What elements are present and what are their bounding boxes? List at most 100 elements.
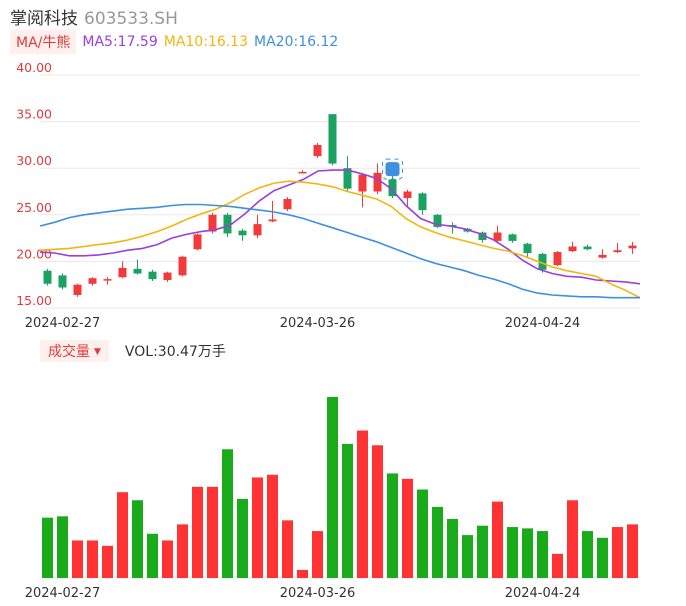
volume-bar [117, 492, 128, 578]
candle-body [133, 268, 142, 274]
y-tick-label: 15.00 [16, 293, 52, 308]
volume-bar [462, 535, 473, 578]
volume-bar [477, 525, 488, 578]
candle-body [253, 224, 262, 236]
candle [433, 213, 442, 228]
candle [583, 244, 592, 251]
candle-body [313, 144, 322, 157]
candle [493, 225, 502, 243]
candle-body [103, 279, 112, 281]
candle-body [553, 252, 562, 266]
marker-outline [382, 158, 403, 180]
volume-bar [207, 486, 218, 578]
candle [328, 114, 337, 166]
volume-bar [567, 500, 578, 578]
volume-tag-label: 成交量 [48, 344, 90, 360]
volume-bar [447, 519, 458, 578]
candle-body [373, 172, 382, 192]
candle-body [613, 250, 622, 253]
stock-title: 掌阅科技 603533.SH [10, 4, 178, 29]
candle-body [388, 179, 397, 197]
event-marker-icon [382, 158, 403, 180]
dropdown-arrow-icon: ▼ [94, 347, 101, 357]
candle-body [508, 234, 517, 241]
candle-body [328, 114, 337, 164]
y-tick-label: 40.00 [16, 60, 52, 75]
volume-bar [432, 506, 443, 578]
candle-body [538, 253, 547, 270]
volume-bar [612, 527, 623, 578]
candle [103, 277, 112, 285]
volume-bar [162, 540, 173, 578]
volume-bar [357, 430, 368, 578]
candle-body [88, 278, 97, 284]
x-tick-label: 2024-03-26 [280, 316, 356, 331]
volume-bar [597, 537, 608, 578]
candle-body [208, 214, 217, 232]
ma5-line [39, 169, 641, 285]
candle-body [283, 198, 292, 210]
volume-bar [582, 531, 593, 578]
volume-bar [312, 531, 323, 578]
volume-bar [627, 524, 638, 578]
candle [163, 271, 172, 282]
volume-bar [402, 478, 413, 578]
candle-body [298, 171, 307, 174]
volume-bar [417, 489, 428, 578]
candle [298, 170, 307, 174]
candle [223, 212, 232, 238]
volume-bar [132, 500, 143, 578]
volume-bar [237, 498, 248, 578]
ma20-label: MA20:16.12 [254, 34, 339, 50]
stock-name: 掌阅科技 [10, 9, 78, 29]
volume-bar [372, 445, 383, 578]
volume-bar [177, 524, 188, 578]
candle [403, 189, 412, 208]
volume-bar [387, 473, 398, 578]
candle-body [418, 193, 427, 211]
candle [613, 242, 622, 254]
candle-body [403, 191, 412, 199]
candle-body [58, 275, 67, 288]
candle-body [358, 174, 367, 192]
candle-body [238, 230, 247, 236]
candle [253, 214, 262, 239]
y-tick-label: 30.00 [16, 153, 52, 168]
candle-body [343, 168, 352, 189]
volume-x-tick-label: 2024-03-26 [280, 586, 356, 601]
x-tick-label: 2024-02-27 [25, 316, 101, 331]
candle [58, 273, 67, 290]
volume-bar [327, 397, 338, 578]
y-tick-label: 35.00 [16, 107, 52, 122]
x-tick-label: 2024-04-24 [505, 316, 581, 331]
candle [88, 277, 97, 286]
volume-bar [267, 474, 278, 578]
ma-indicator-tag[interactable]: MA/牛熊 [10, 30, 77, 54]
candle [133, 259, 142, 275]
y-tick-label: 20.00 [16, 246, 52, 261]
volume-legend: 成交量 ▼ VOL:30.47万手 [40, 340, 226, 362]
candle [148, 269, 157, 281]
candle [478, 231, 487, 243]
ma10-line [39, 180, 641, 299]
volume-bar [507, 527, 518, 578]
candle-body [223, 214, 232, 234]
volume-x-tick-label: 2024-02-27 [25, 586, 101, 601]
candle [553, 251, 562, 267]
candle [418, 192, 427, 215]
ma10-label: MA10:16.13 [163, 34, 249, 50]
candle [568, 241, 577, 253]
candle [358, 173, 367, 208]
volume-bar [522, 528, 533, 578]
candle-body [628, 245, 637, 249]
volume-bar [57, 516, 68, 578]
candle-body [523, 243, 532, 254]
candle-body [43, 270, 52, 284]
candle-body [193, 234, 202, 250]
stock-code: 603533.SH [84, 9, 178, 29]
candle [388, 172, 397, 199]
volume-bar [222, 449, 233, 578]
candle [343, 156, 352, 192]
volume-indicator-tag[interactable]: 成交量 ▼ [40, 340, 109, 362]
volume-bar [282, 520, 293, 578]
